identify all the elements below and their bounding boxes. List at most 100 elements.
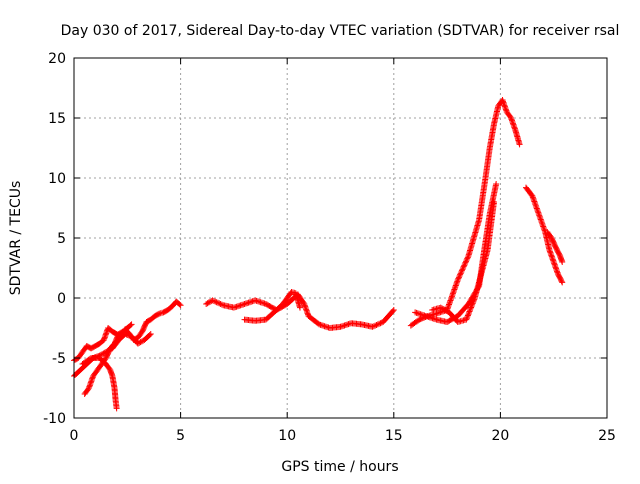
data-point <box>559 279 566 286</box>
data-point <box>468 304 475 311</box>
data-point <box>113 405 120 412</box>
data-point <box>465 311 472 318</box>
data-point <box>461 261 468 267</box>
data-point <box>468 303 475 310</box>
data-point <box>86 355 93 362</box>
data-point <box>465 309 472 316</box>
data-point <box>146 332 153 338</box>
data-point <box>370 323 377 330</box>
data-point <box>469 301 476 308</box>
data-point <box>205 299 212 306</box>
data-point <box>462 259 469 266</box>
data-point <box>455 275 462 282</box>
data-point <box>218 301 225 308</box>
data-point <box>456 273 463 279</box>
data-point <box>470 299 477 306</box>
data-point <box>454 277 461 283</box>
data-point <box>463 258 470 265</box>
data-point <box>471 296 478 303</box>
data-point <box>128 321 135 328</box>
data-point <box>136 339 143 346</box>
data-point <box>464 254 471 261</box>
data-point <box>374 321 381 328</box>
data-point <box>464 255 471 262</box>
data-point <box>203 301 210 307</box>
data-point <box>373 322 380 328</box>
data-point <box>461 262 468 269</box>
data-point <box>558 278 565 285</box>
axis-ticks: 0 5 10 15 20 25 -10 -5 0 5 10 15 20 <box>43 51 616 444</box>
data-point <box>466 308 473 315</box>
data-points <box>71 97 566 412</box>
data-series-segment-5 <box>203 291 397 331</box>
data-point <box>372 322 379 329</box>
data-point <box>210 298 217 304</box>
data-point <box>469 300 476 307</box>
y-tick-label: -10 <box>43 411 66 427</box>
data-point <box>99 351 106 358</box>
data-point <box>176 301 183 308</box>
data-point <box>516 141 523 148</box>
data-point <box>127 322 134 329</box>
y-axis-label: SDTVAR / TECUs <box>8 181 24 296</box>
data-point <box>463 315 470 322</box>
data-series-segment-6 <box>241 289 303 324</box>
data-point <box>464 312 471 319</box>
data-point <box>177 302 184 309</box>
data-point <box>137 339 144 346</box>
x-tick-label: 15 <box>385 428 403 444</box>
data-point <box>389 308 396 315</box>
data-point <box>134 340 141 347</box>
data-point <box>463 316 470 323</box>
y-tick-label: 0 <box>57 291 66 307</box>
data-point <box>455 274 462 281</box>
data-point <box>85 386 92 393</box>
data-point <box>212 298 219 305</box>
chart-title: Day 030 of 2017, Sidereal Day-to-day VTE… <box>61 23 620 39</box>
data-point <box>369 323 376 330</box>
data-point <box>457 270 464 277</box>
data-point <box>458 267 465 274</box>
data-point <box>377 320 384 327</box>
data-point <box>460 263 467 270</box>
data-point <box>507 113 514 120</box>
data-point <box>463 257 470 263</box>
y-tick-label: -5 <box>52 351 66 367</box>
x-tick-label: 20 <box>491 428 509 444</box>
y-tick-label: 10 <box>48 171 66 187</box>
data-point <box>209 297 216 304</box>
data-point <box>296 304 303 311</box>
grid-lines <box>74 58 607 418</box>
data-point <box>470 297 477 304</box>
data-point <box>300 299 307 306</box>
data-point <box>214 299 221 306</box>
data-point <box>458 269 465 275</box>
data-point <box>213 299 220 306</box>
x-axis-label: GPS time / hours <box>281 459 398 475</box>
data-point <box>216 300 223 307</box>
y-tick-label: 20 <box>48 51 66 67</box>
data-series-segment-11 <box>544 229 566 265</box>
data-series-segment-4 <box>79 355 120 412</box>
x-tick-label: 5 <box>176 428 185 444</box>
data-point <box>493 181 500 187</box>
data-point <box>138 338 145 345</box>
x-tick-label: 0 <box>70 428 79 444</box>
data-point <box>207 298 214 305</box>
x-tick-label: 25 <box>598 428 616 444</box>
data-point <box>217 301 224 307</box>
data-point <box>559 259 566 265</box>
x-tick-label: 10 <box>278 428 296 444</box>
data-point <box>459 266 466 273</box>
data-point <box>147 331 154 337</box>
data-point <box>376 320 383 327</box>
data-series-segment-10 <box>522 184 566 286</box>
data-point <box>460 265 467 271</box>
y-tick-label: 15 <box>48 111 66 127</box>
data-point <box>390 307 397 313</box>
data-point <box>467 305 474 312</box>
data-point <box>204 300 211 307</box>
